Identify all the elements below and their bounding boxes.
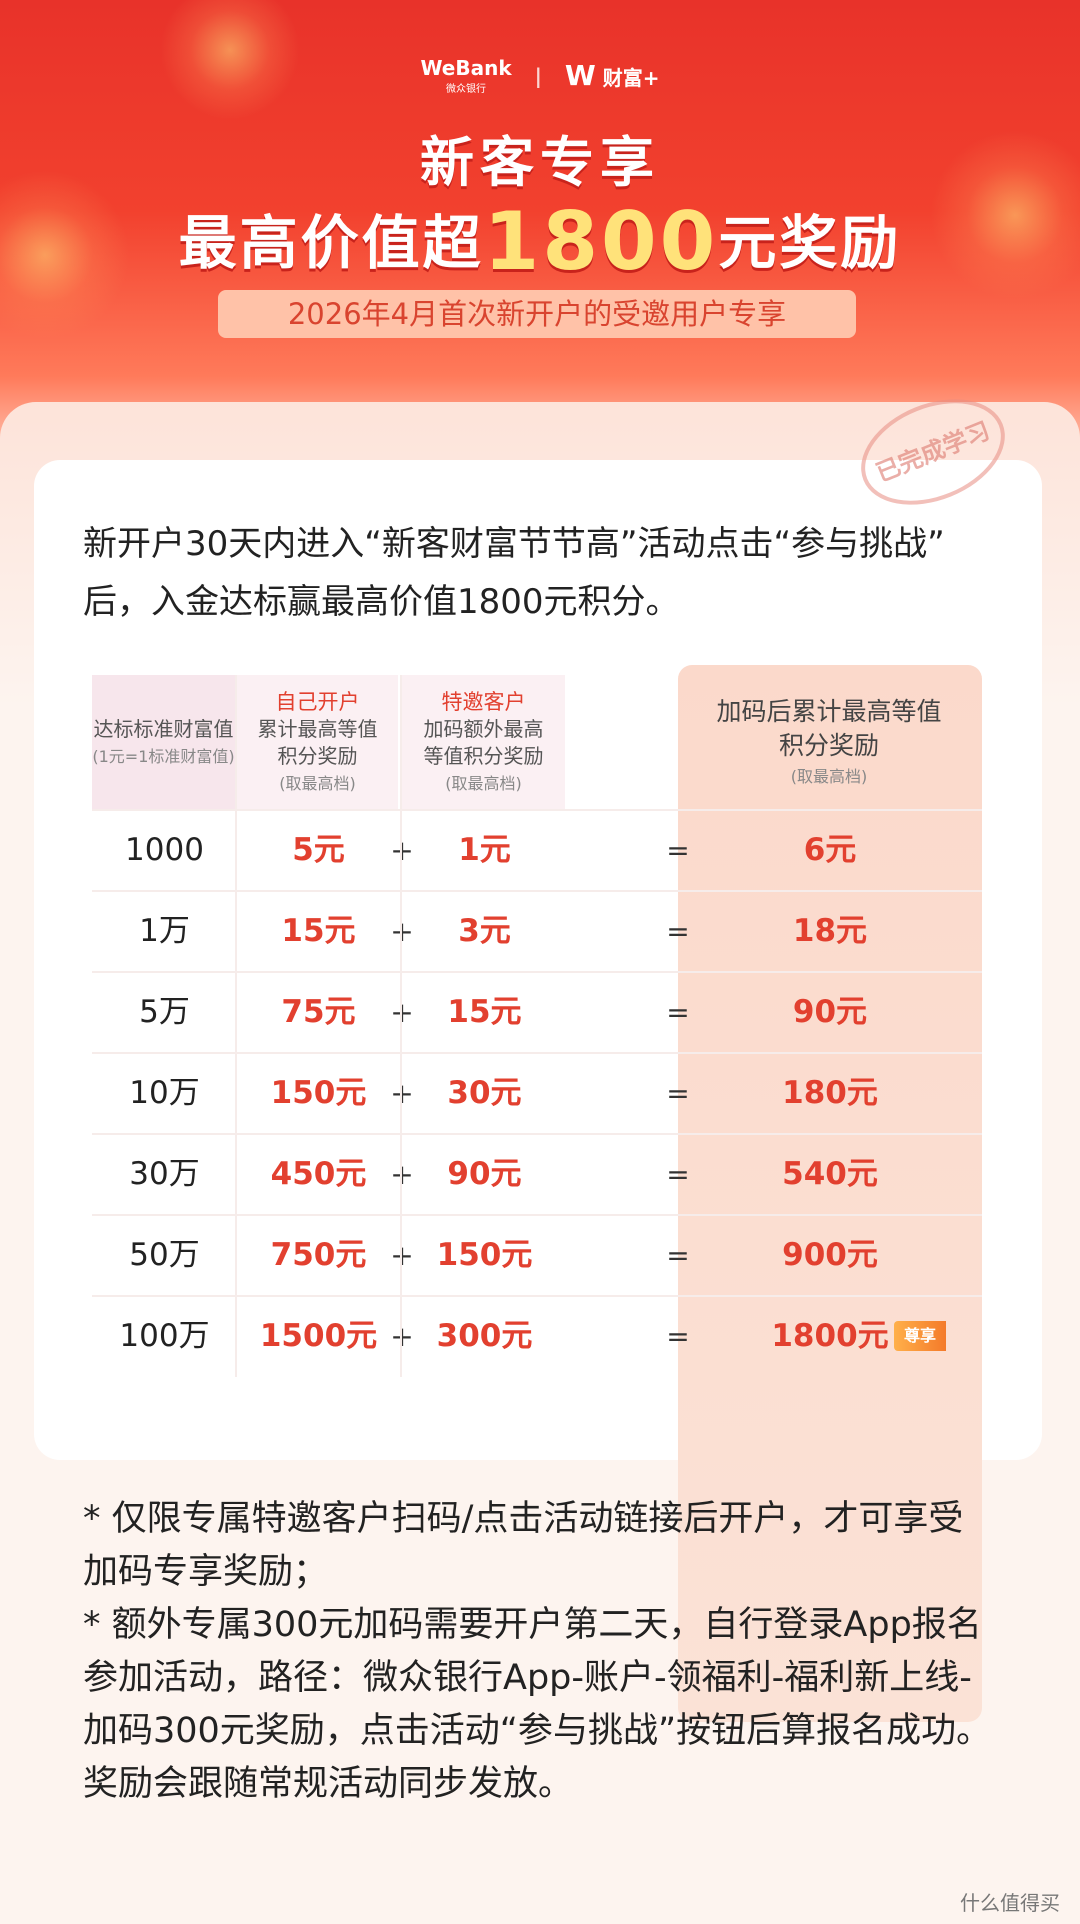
- table-cell: 10万: [129, 1075, 200, 1111]
- row-divider: [92, 1052, 982, 1054]
- logo-wealth: 财富+: [602, 66, 660, 90]
- watermark: 什么值得买: [960, 1891, 1060, 1915]
- equals-sign: =: [666, 1158, 690, 1191]
- badge: 尊享: [894, 1321, 947, 1351]
- row-bg: [92, 1296, 678, 1377]
- plus-sign: +: [390, 996, 414, 1029]
- row-bg: [92, 1134, 678, 1215]
- header-line: 自己开户: [275, 689, 360, 714]
- equals-sign: =: [666, 1239, 690, 1272]
- header-line: 等值积分奖励: [423, 743, 544, 768]
- header-line: (取最高档): [790, 767, 868, 786]
- table-cell: 75元: [281, 994, 356, 1030]
- equals-sign: =: [666, 915, 690, 948]
- table-cell: 100万: [119, 1318, 210, 1354]
- row-bg: [92, 972, 678, 1053]
- table-cell: 6元: [803, 832, 857, 868]
- row-divider: [92, 1133, 982, 1135]
- equals-sign: =: [666, 1077, 690, 1110]
- header-line: 达标标准财富值: [93, 716, 234, 741]
- row-divider: [92, 809, 982, 811]
- table-cell: 1元: [458, 832, 511, 868]
- headline: 最高价值超1800元奖励: [0, 195, 1080, 288]
- table-cell: 300元: [436, 1318, 533, 1354]
- header-line: (1元=1标准财富值): [92, 746, 235, 766]
- table-cell: 150元: [270, 1075, 367, 1111]
- header-cell: 达标标准财富值 (1元=1标准财富值): [92, 675, 235, 810]
- header-line: 积分奖励: [778, 731, 879, 760]
- row-divider: [92, 1295, 982, 1297]
- equals-sign: =: [666, 834, 690, 867]
- row-divider: [92, 1214, 982, 1216]
- table-cell: 30万: [129, 1156, 200, 1192]
- table-cell: 1万: [139, 913, 190, 949]
- header-cell: 加码后累计最高等值 积分奖励 (取最高档): [678, 675, 980, 810]
- table-cell: 450元: [270, 1156, 367, 1192]
- equals-sign: =: [666, 1320, 690, 1353]
- plus-sign: +: [390, 915, 414, 948]
- header-line: 加码后累计最高等值: [716, 697, 942, 726]
- header-line: (取最高档): [279, 773, 356, 793]
- logo-bank-cn: 微众银行: [446, 84, 487, 95]
- intro: 新开户30天内进入“新客财富节节高”活动点击“参与挑战”后，入金达标赢最高价值1…: [83, 524, 945, 622]
- subtitle: 2026年4月首次新开户的受邀用户专享: [218, 290, 856, 338]
- table-cell: 180元: [782, 1075, 878, 1111]
- title: 新客专享: [420, 131, 660, 194]
- row-bg: [92, 810, 678, 891]
- table-cell: 15元: [447, 994, 522, 1030]
- table-cell: 50万: [129, 1237, 200, 1273]
- table-cell: 750元: [270, 1237, 367, 1273]
- header-line: 积分奖励: [277, 743, 358, 768]
- plus-sign: +: [390, 1077, 414, 1110]
- plus-sign: +: [390, 1320, 414, 1353]
- plus-sign: +: [390, 834, 414, 867]
- plus-sign: +: [390, 1239, 414, 1272]
- table-cell: 1500元: [259, 1318, 378, 1354]
- headline-amount: 1800: [483, 195, 719, 288]
- table-cell: 5元: [292, 832, 345, 868]
- row-divider: [92, 890, 982, 892]
- logo: WeBank 微众银行 | W 财富+: [420, 56, 660, 95]
- header-cell: 自己开户 累计最高等值 积分奖励 (取最高档): [237, 675, 398, 810]
- table-cell: 30元: [447, 1075, 522, 1111]
- headline-post: 元奖励: [718, 209, 902, 277]
- header-line: 加码额外最高: [423, 716, 544, 741]
- headline-pre: 最高价值超: [178, 209, 484, 277]
- table-cell: 18元: [792, 913, 868, 949]
- table-cell: 90元: [792, 994, 868, 1030]
- table-cell: 90元: [447, 1156, 522, 1192]
- plus-sign: +: [390, 1158, 414, 1191]
- table-cell: 15元: [281, 913, 356, 949]
- table-cell: 1800元: [771, 1318, 889, 1354]
- note: * 仅限专属特邀客户扫码/点击活动链接后开户，才可享受加码专享奖励；: [83, 1499, 964, 1592]
- column-divider: [400, 675, 402, 1377]
- highlight-column: [678, 665, 982, 1722]
- header-line: 特邀客户: [441, 689, 526, 714]
- header-line: (取最高档): [445, 773, 522, 793]
- row-divider: [92, 971, 982, 973]
- table-cell: 1000: [125, 832, 204, 868]
- notes: * 仅限专属特邀客户扫码/点击活动链接后开户，才可享受加码专享奖励； * 额外专属…: [83, 1493, 995, 1811]
- header-cell: 特邀客户 加码额外最高 等值积分奖励 (取最高档): [402, 675, 565, 810]
- header-banner: [0, 0, 1080, 470]
- table-cell: 3元: [458, 913, 511, 949]
- table-cell: 150元: [436, 1237, 533, 1273]
- note: * 额外专属300元加码需要开户第二天，自行登录App报名参加活动，路径：微众银…: [83, 1605, 992, 1804]
- header-line: 累计最高等值: [257, 716, 378, 741]
- table-cell: 540元: [782, 1156, 878, 1192]
- table-cell: 900元: [782, 1237, 878, 1273]
- logo-bank: WeBank: [420, 56, 512, 80]
- column-divider: [235, 675, 237, 1377]
- equals-sign: =: [666, 996, 690, 1029]
- table-cell: 5万: [139, 994, 190, 1030]
